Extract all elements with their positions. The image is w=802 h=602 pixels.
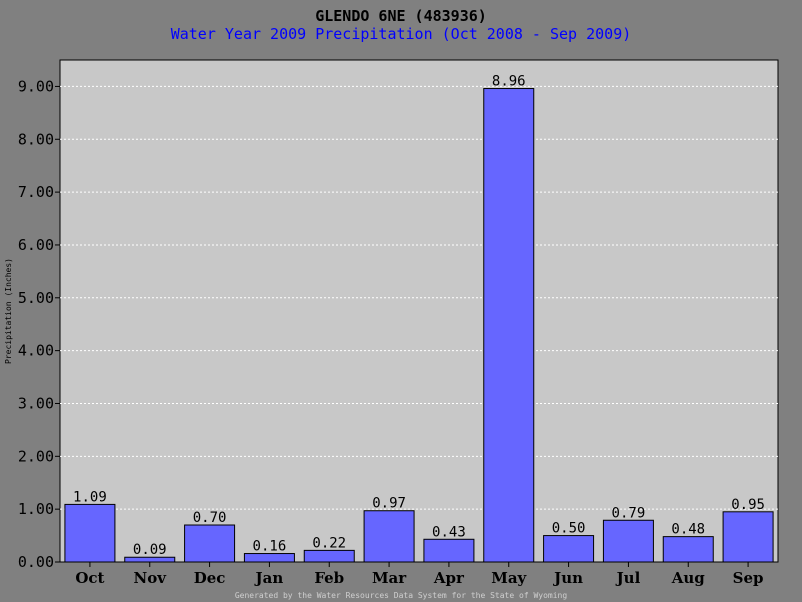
bar-mar	[363, 510, 415, 563]
y-tick-label: 5.00	[18, 289, 54, 307]
value-labels: 1.09 0.09 0.70 0.16 0.22 0.97 0.43 8.96 0.50 0.79…	[73, 74, 765, 559]
y-tick-label: 9.00	[18, 77, 54, 95]
bar-jan	[243, 553, 295, 563]
bar-may	[483, 88, 535, 563]
x-tick-label-jun: Jun	[552, 569, 583, 587]
value-label-jan: 0.16	[253, 539, 287, 555]
chart-subtitle: Water Year 2009 Precipitation (Oct 2008 …	[171, 25, 632, 43]
x-axis-ticks: Oct Nov Dec Jan Feb Mar Apr May Jun Jul Aug Sep	[75, 562, 764, 587]
x-tick-label-oct: Oct	[75, 569, 104, 587]
value-label-feb: 0.22	[312, 535, 346, 551]
x-tick-label-apr: Apr	[433, 569, 465, 587]
bar-jul	[602, 519, 654, 563]
x-tick-label-mar: Mar	[372, 569, 407, 587]
value-label-dec: 0.70	[193, 510, 227, 526]
x-tick-label-may: May	[491, 569, 527, 587]
value-label-apr: 0.43	[432, 524, 466, 540]
value-label-jun: 0.50	[552, 521, 586, 537]
bars	[64, 88, 774, 563]
value-label-mar: 0.97	[372, 496, 406, 512]
y-tick-label: 3.00	[18, 394, 54, 412]
value-label-jul: 0.79	[612, 505, 646, 521]
value-label-sep: 0.95	[731, 497, 765, 513]
bar-apr	[423, 538, 475, 563]
y-tick-label: 6.00	[18, 236, 54, 254]
bar-jun	[543, 535, 595, 563]
x-tick-label-feb: Feb	[314, 569, 344, 587]
footer-credit: Generated by the Water Resources Data Sy…	[235, 591, 568, 600]
x-tick-label-dec: Dec	[194, 569, 226, 587]
y-tick-label: 0.00	[18, 553, 54, 571]
bar-sep	[722, 511, 774, 563]
y-tick-label: 7.00	[18, 183, 54, 201]
value-label-aug: 0.48	[671, 522, 705, 538]
x-tick-label-aug: Aug	[671, 569, 706, 587]
value-label-oct: 1.09	[73, 489, 107, 505]
value-label-nov: 0.09	[133, 542, 167, 558]
y-tick-label: 4.00	[18, 342, 54, 360]
plot-area	[59, 59, 779, 563]
chart-title: GLENDO 6NE (483936)	[315, 7, 487, 25]
x-tick-label-jan: Jan	[254, 569, 284, 587]
y-tick-label: 2.00	[18, 447, 54, 465]
bar-aug	[662, 536, 714, 563]
y-tick-label: 1.00	[18, 500, 54, 518]
y-axis-label: Precipitation (Inches)	[4, 258, 13, 364]
x-tick-label-sep: Sep	[733, 569, 764, 587]
y-axis-ticks: 0.00 1.00 2.00 3.00 4.00 5.00 6.00 7.00 8.00 9.00	[18, 77, 60, 571]
value-label-may: 8.96	[492, 74, 526, 90]
x-tick-label-jul: Jul	[615, 569, 641, 587]
bar-oct	[64, 503, 116, 563]
x-tick-label-nov: Nov	[134, 569, 168, 587]
y-tick-label: 8.00	[18, 130, 54, 148]
bar-feb	[303, 549, 355, 563]
bar-dec	[184, 524, 236, 563]
